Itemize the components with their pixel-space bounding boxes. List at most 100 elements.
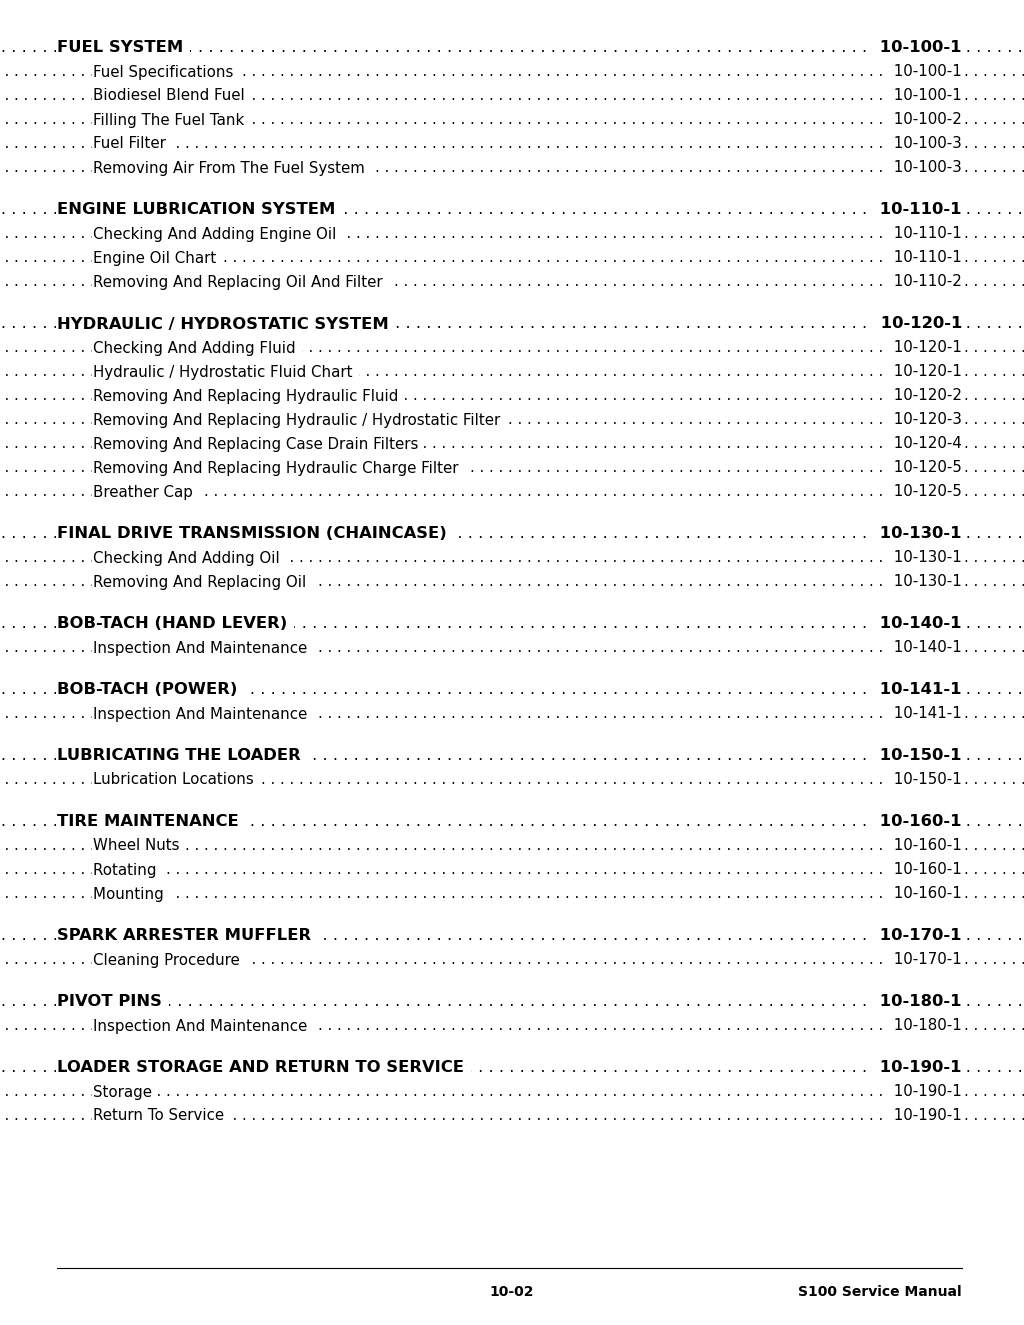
Text: Removing And Replacing Hydraulic Fluid: Removing And Replacing Hydraulic Fluid (93, 388, 403, 404)
Text: 10-150-1: 10-150-1 (874, 749, 962, 763)
Text: . . . . . . . . . . . . . . . . . . . . . . . . . . . . . . . . . . . . . . . . : . . . . . . . . . . . . . . . . . . . . … (0, 89, 1024, 103)
Text: . . . . . . . . . . . . . . . . . . . . . . . . . . . . . . . . . . . . . . . . : . . . . . . . . . . . . . . . . . . . . … (0, 1109, 1024, 1124)
Text: Filling The Fuel Tank: Filling The Fuel Tank (93, 113, 249, 127)
Text: 10-02: 10-02 (489, 1285, 535, 1298)
Text: Wheel Nuts: Wheel Nuts (93, 839, 184, 853)
Text: 10-120-1: 10-120-1 (874, 317, 962, 331)
Text: Removing And Replacing Oil: Removing And Replacing Oil (93, 575, 311, 590)
Text: . . . . . . . . . . . . . . . . . . . . . . . . . . . . . . . . . . . . . . . . : . . . . . . . . . . . . . . . . . . . . … (0, 815, 1024, 829)
Text: Biodiesel Blend Fuel: Biodiesel Blend Fuel (93, 89, 250, 103)
Text: . . . . . . . . . . . . . . . . . . . . . . . . . . . . . . . . . . . . . . . . : . . . . . . . . . . . . . . . . . . . . … (0, 863, 1024, 877)
Text: 10-120-1: 10-120-1 (889, 364, 962, 379)
Text: 10-110-1: 10-110-1 (889, 250, 962, 265)
Text: Storage: Storage (93, 1084, 157, 1100)
Text: 10-130-1: 10-130-1 (889, 575, 962, 590)
Text: . . . . . . . . . . . . . . . . . . . . . . . . . . . . . . . . . . . . . . . . : . . . . . . . . . . . . . . . . . . . . … (0, 640, 1024, 656)
Text: 10-130-1: 10-130-1 (889, 550, 962, 566)
Text: 10-190-1: 10-190-1 (874, 1060, 962, 1076)
Text: . . . . . . . . . . . . . . . . . . . . . . . . . . . . . . . . . . . . . . . . : . . . . . . . . . . . . . . . . . . . . … (0, 41, 1024, 56)
Text: 10-120-1: 10-120-1 (889, 341, 962, 355)
Text: BOB-TACH (POWER): BOB-TACH (POWER) (57, 682, 243, 697)
Text: . . . . . . . . . . . . . . . . . . . . . . . . . . . . . . . . . . . . . . . . : . . . . . . . . . . . . . . . . . . . . … (0, 1084, 1024, 1100)
Text: . . . . . . . . . . . . . . . . . . . . . . . . . . . . . . . . . . . . . . . . : . . . . . . . . . . . . . . . . . . . . … (0, 250, 1024, 265)
Text: . . . . . . . . . . . . . . . . . . . . . . . . . . . . . . . . . . . . . . . . : . . . . . . . . . . . . . . . . . . . . … (0, 616, 1024, 632)
Text: LUBRICATING THE LOADER: LUBRICATING THE LOADER (57, 749, 306, 763)
Text: . . . . . . . . . . . . . . . . . . . . . . . . . . . . . . . . . . . . . . . . : . . . . . . . . . . . . . . . . . . . . … (0, 160, 1024, 175)
Text: Return To Service: Return To Service (93, 1109, 229, 1124)
Text: . . . . . . . . . . . . . . . . . . . . . . . . . . . . . . . . . . . . . . . . : . . . . . . . . . . . . . . . . . . . . … (0, 682, 1024, 697)
Text: Inspection And Maintenance: Inspection And Maintenance (93, 640, 312, 656)
Text: . . . . . . . . . . . . . . . . . . . . . . . . . . . . . . . . . . . . . . . . : . . . . . . . . . . . . . . . . . . . . … (0, 550, 1024, 566)
Text: 10-150-1: 10-150-1 (889, 772, 962, 787)
Text: ENGINE LUBRICATION SYSTEM: ENGINE LUBRICATION SYSTEM (57, 203, 341, 217)
Text: BOB-TACH (HAND LEVER): BOB-TACH (HAND LEVER) (57, 616, 293, 632)
Text: 10-120-2: 10-120-2 (889, 388, 962, 404)
Text: Removing And Replacing Oil And Filter: Removing And Replacing Oil And Filter (93, 274, 387, 289)
Text: 10-130-1: 10-130-1 (874, 526, 962, 542)
Text: . . . . . . . . . . . . . . . . . . . . . . . . . . . . . . . . . . . . . . . . : . . . . . . . . . . . . . . . . . . . . … (0, 113, 1024, 127)
Text: Removing And Replacing Hydraulic Charge Filter: Removing And Replacing Hydraulic Charge … (93, 461, 463, 476)
Text: . . . . . . . . . . . . . . . . . . . . . . . . . . . . . . . . . . . . . . . . : . . . . . . . . . . . . . . . . . . . . … (0, 953, 1024, 967)
Text: . . . . . . . . . . . . . . . . . . . . . . . . . . . . . . . . . . . . . . . . : . . . . . . . . . . . . . . . . . . . . … (0, 749, 1024, 763)
Text: 10-110-1: 10-110-1 (874, 203, 962, 217)
Text: 10-141-1: 10-141-1 (889, 706, 962, 722)
Text: 10-190-1: 10-190-1 (889, 1084, 962, 1100)
Text: . . . . . . . . . . . . . . . . . . . . . . . . . . . . . . . . . . . . . . . . : . . . . . . . . . . . . . . . . . . . . … (0, 412, 1024, 428)
Text: 10-100-3: 10-100-3 (889, 160, 962, 175)
Text: Fuel Filter: Fuel Filter (93, 136, 171, 151)
Text: 10-170-1: 10-170-1 (889, 953, 962, 967)
Text: 10-170-1: 10-170-1 (874, 929, 962, 943)
Text: 10-190-1: 10-190-1 (889, 1109, 962, 1124)
Text: . . . . . . . . . . . . . . . . . . . . . . . . . . . . . . . . . . . . . . . . : . . . . . . . . . . . . . . . . . . . . … (0, 65, 1024, 79)
Text: TIRE MAINTENANCE: TIRE MAINTENANCE (57, 815, 245, 829)
Text: 10-160-1: 10-160-1 (874, 815, 962, 829)
Text: 10-120-5: 10-120-5 (889, 461, 962, 476)
Text: PIVOT PINS: PIVOT PINS (57, 995, 168, 1010)
Text: 10-180-1: 10-180-1 (874, 995, 962, 1010)
Text: 10-160-1: 10-160-1 (889, 839, 962, 853)
Text: 10-110-2: 10-110-2 (889, 274, 962, 289)
Text: HYDRAULIC / HYDROSTATIC SYSTEM: HYDRAULIC / HYDROSTATIC SYSTEM (57, 317, 394, 331)
Text: 10-140-1: 10-140-1 (889, 640, 962, 656)
Text: 10-100-3: 10-100-3 (889, 136, 962, 151)
Text: Removing And Replacing Hydraulic / Hydrostatic Filter: Removing And Replacing Hydraulic / Hydro… (93, 412, 505, 428)
Text: Removing Air From The Fuel System: Removing Air From The Fuel System (93, 160, 370, 175)
Text: . . . . . . . . . . . . . . . . . . . . . . . . . . . . . . . . . . . . . . . . : . . . . . . . . . . . . . . . . . . . . … (0, 772, 1024, 787)
Text: . . . . . . . . . . . . . . . . . . . . . . . . . . . . . . . . . . . . . . . . : . . . . . . . . . . . . . . . . . . . . … (0, 388, 1024, 404)
Text: 10-100-2: 10-100-2 (889, 113, 962, 127)
Text: . . . . . . . . . . . . . . . . . . . . . . . . . . . . . . . . . . . . . . . . : . . . . . . . . . . . . . . . . . . . . … (0, 886, 1024, 901)
Text: Cleaning Procedure: Cleaning Procedure (93, 953, 245, 967)
Text: Checking And Adding Fluid: Checking And Adding Fluid (93, 341, 300, 355)
Text: . . . . . . . . . . . . . . . . . . . . . . . . . . . . . . . . . . . . . . . . : . . . . . . . . . . . . . . . . . . . . … (0, 995, 1024, 1010)
Text: . . . . . . . . . . . . . . . . . . . . . . . . . . . . . . . . . . . . . . . . : . . . . . . . . . . . . . . . . . . . . … (0, 436, 1024, 452)
Text: . . . . . . . . . . . . . . . . . . . . . . . . . . . . . . . . . . . . . . . . : . . . . . . . . . . . . . . . . . . . . … (0, 485, 1024, 500)
Text: 10-120-5: 10-120-5 (889, 485, 962, 500)
Text: 10-100-1: 10-100-1 (889, 65, 962, 79)
Text: 10-120-3: 10-120-3 (889, 412, 962, 428)
Text: 10-120-4: 10-120-4 (889, 436, 962, 452)
Text: . . . . . . . . . . . . . . . . . . . . . . . . . . . . . . . . . . . . . . . . : . . . . . . . . . . . . . . . . . . . . … (0, 274, 1024, 289)
Text: . . . . . . . . . . . . . . . . . . . . . . . . . . . . . . . . . . . . . . . . : . . . . . . . . . . . . . . . . . . . . … (0, 136, 1024, 151)
Text: 10-100-1: 10-100-1 (874, 41, 962, 56)
Text: Hydraulic / Hydrostatic Fluid Chart: Hydraulic / Hydrostatic Fluid Chart (93, 364, 357, 379)
Text: . . . . . . . . . . . . . . . . . . . . . . . . . . . . . . . . . . . . . . . . : . . . . . . . . . . . . . . . . . . . . … (0, 227, 1024, 241)
Text: Fuel Specifications: Fuel Specifications (93, 65, 239, 79)
Text: . . . . . . . . . . . . . . . . . . . . . . . . . . . . . . . . . . . . . . . . : . . . . . . . . . . . . . . . . . . . . … (0, 526, 1024, 542)
Text: 10-100-1: 10-100-1 (889, 89, 962, 103)
Text: FUEL SYSTEM: FUEL SYSTEM (57, 41, 189, 56)
Text: LOADER STORAGE AND RETURN TO SERVICE: LOADER STORAGE AND RETURN TO SERVICE (57, 1060, 470, 1076)
Text: 10-141-1: 10-141-1 (874, 682, 962, 697)
Text: Inspection And Maintenance: Inspection And Maintenance (93, 706, 312, 722)
Text: 10-140-1: 10-140-1 (874, 616, 962, 632)
Text: . . . . . . . . . . . . . . . . . . . . . . . . . . . . . . . . . . . . . . . . : . . . . . . . . . . . . . . . . . . . . … (0, 341, 1024, 355)
Text: . . . . . . . . . . . . . . . . . . . . . . . . . . . . . . . . . . . . . . . . : . . . . . . . . . . . . . . . . . . . . … (0, 929, 1024, 943)
Text: Removing And Replacing Case Drain Filters: Removing And Replacing Case Drain Filter… (93, 436, 423, 452)
Text: . . . . . . . . . . . . . . . . . . . . . . . . . . . . . . . . . . . . . . . . : . . . . . . . . . . . . . . . . . . . . … (0, 839, 1024, 853)
Text: . . . . . . . . . . . . . . . . . . . . . . . . . . . . . . . . . . . . . . . . : . . . . . . . . . . . . . . . . . . . . … (0, 1019, 1024, 1034)
Text: FINAL DRIVE TRANSMISSION (CHAINCASE): FINAL DRIVE TRANSMISSION (CHAINCASE) (57, 526, 453, 542)
Text: Engine Oil Chart: Engine Oil Chart (93, 250, 221, 265)
Text: . . . . . . . . . . . . . . . . . . . . . . . . . . . . . . . . . . . . . . . . : . . . . . . . . . . . . . . . . . . . . … (0, 364, 1024, 379)
Text: SPARK ARRESTER MUFFLER: SPARK ARRESTER MUFFLER (57, 929, 316, 943)
Text: 10-110-1: 10-110-1 (889, 227, 962, 241)
Text: 10-180-1: 10-180-1 (889, 1019, 962, 1034)
